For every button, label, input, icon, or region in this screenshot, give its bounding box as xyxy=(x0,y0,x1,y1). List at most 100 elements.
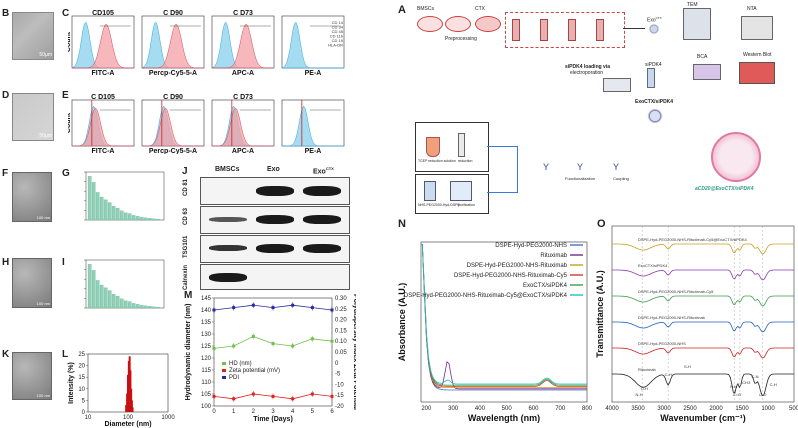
wb-label-cd81: CD 81 xyxy=(183,178,189,196)
o-annotation: C-H xyxy=(770,382,777,387)
wb-col-exo: Exo xyxy=(267,166,280,173)
flow-legend-entry: HLA-DR xyxy=(328,43,343,48)
nta-bar xyxy=(123,212,128,221)
nta-bar xyxy=(135,216,140,221)
panel-label-J: J xyxy=(182,166,188,177)
flow-ylabel: Count xyxy=(68,112,72,133)
m-point xyxy=(212,346,216,350)
nta-bar xyxy=(155,306,160,309)
scale-bar-label: 50µm xyxy=(39,52,52,58)
electroporator-icon xyxy=(603,78,631,92)
dls-bar xyxy=(131,407,134,412)
flow-xlabel: FITC-A xyxy=(92,148,115,154)
nta-bar xyxy=(91,182,96,221)
flow-legend-entry: CD 19 xyxy=(332,38,344,43)
m-legend-label: PDI xyxy=(229,375,239,381)
m-point xyxy=(271,306,275,310)
m-point xyxy=(310,337,314,341)
o-annotation: N-H xyxy=(730,384,737,389)
m-point xyxy=(330,339,334,343)
m-point xyxy=(232,344,236,348)
product-label: aCD20@ExoCTX/siPDK4 xyxy=(695,186,754,192)
m-legend-swatch xyxy=(222,369,226,372)
dls-xtick-label: 10 xyxy=(85,415,92,421)
nta-chart-g xyxy=(84,171,165,221)
m-ytick-label: 145 xyxy=(201,296,212,302)
nta-bar xyxy=(127,301,132,309)
panel-label-O: O xyxy=(597,218,606,230)
n-xlabel: Wavelength (nm) xyxy=(468,413,540,423)
o-annotation: O-H xyxy=(641,386,648,391)
sipdk4-tube-icon xyxy=(647,68,655,88)
nta-bar xyxy=(95,192,100,221)
n-series-line xyxy=(421,243,587,391)
m-legend-swatch xyxy=(222,376,226,379)
preprocessing-label: Preprocessing xyxy=(445,36,477,42)
m-y2tick-label: 0.20 xyxy=(335,318,347,324)
loading-label: siPDK4 loading via xyxy=(565,64,611,70)
o-series-line xyxy=(612,269,794,281)
nta-label: NTA xyxy=(747,6,757,12)
o-frame xyxy=(611,225,795,403)
nta-bar xyxy=(135,304,140,309)
panel-label-E: E xyxy=(62,90,69,101)
nta-bar xyxy=(115,207,120,221)
o-xtick-label: 1500 xyxy=(735,406,749,412)
n-xtick-label: 800 xyxy=(582,406,593,412)
m-y2tick-label: -15 xyxy=(335,393,344,399)
n-legend-label: ExoCTX/siPDK4 xyxy=(523,283,568,289)
flow-plot-frame xyxy=(281,99,345,147)
m-ytick-label: 115 xyxy=(201,368,211,374)
m-point xyxy=(330,394,334,398)
nta-chart-i xyxy=(84,259,165,309)
antibody-functionalized-icon: Y xyxy=(577,162,584,172)
m-point xyxy=(232,306,236,310)
m-y2tick-label: 0.10 xyxy=(335,339,347,345)
coupling-label: Coupling xyxy=(613,176,629,181)
arrow xyxy=(623,28,645,29)
preprocessed-dish xyxy=(475,16,501,32)
panel-label-B: B xyxy=(2,8,10,19)
nta-bar xyxy=(87,264,92,309)
exo-sipdk4-label: ExoCTX/siPDK4 xyxy=(635,99,674,105)
panel-label-I: I xyxy=(62,257,65,268)
nta-bar xyxy=(91,270,96,309)
m-point xyxy=(291,303,295,307)
nta-bar xyxy=(139,217,144,221)
nta-instrument-icon xyxy=(741,16,773,40)
m-point xyxy=(251,392,255,396)
nta-bar xyxy=(151,218,156,221)
wb-label-calnexin: Calnexin xyxy=(183,264,189,290)
flow-legend-entry: CD 11b xyxy=(330,34,344,39)
ctx-label: CTX xyxy=(475,6,485,12)
m-point xyxy=(232,397,236,401)
flow-legend-entry: CD 34 xyxy=(332,25,344,30)
flow-xlabel: Percp-Cy5-5-A xyxy=(149,148,197,154)
antibody-icon: Y xyxy=(543,162,550,172)
purification-label: purification xyxy=(458,203,475,207)
o-annotation: C=O xyxy=(733,392,741,397)
m-ytick-label: 100 xyxy=(201,404,212,410)
bmsc-dish xyxy=(417,16,443,32)
n-series-line xyxy=(421,243,587,386)
o-xtick-label: 500 xyxy=(789,406,798,412)
o-series-label: DSPE-Hyd-PEG2000-NHS-Rituximab xyxy=(638,315,706,320)
m-xtick-label: 1 xyxy=(232,409,236,415)
flow-title: C D90 xyxy=(163,10,183,17)
schematic-a: BMSCs CTX Preprocessing ExoCTX TEM NTA B… xyxy=(415,2,795,214)
nta-bar xyxy=(147,218,152,221)
western-label: Western Blot xyxy=(743,52,772,58)
dls-ytick-label: 15 xyxy=(78,375,85,381)
nta-bar xyxy=(143,217,148,221)
electroporation-label: electroporation xyxy=(570,70,604,76)
panel-label-C: C xyxy=(62,8,70,19)
o-series-label: ExoCTX/siPDK4 xyxy=(638,263,668,268)
nta-bar xyxy=(147,306,152,309)
arrow xyxy=(487,146,517,147)
flow-title: C D105 xyxy=(91,94,115,101)
bca-plate-icon xyxy=(693,64,721,80)
ftir-chart-o: 4000 3500 3000 2500 2000 1500 1000 500 Wavenumbe… xyxy=(596,225,798,423)
wb-row-cd63 xyxy=(200,206,350,234)
nta-bar xyxy=(155,218,160,221)
bmsc-label: BMSCs xyxy=(417,6,434,12)
